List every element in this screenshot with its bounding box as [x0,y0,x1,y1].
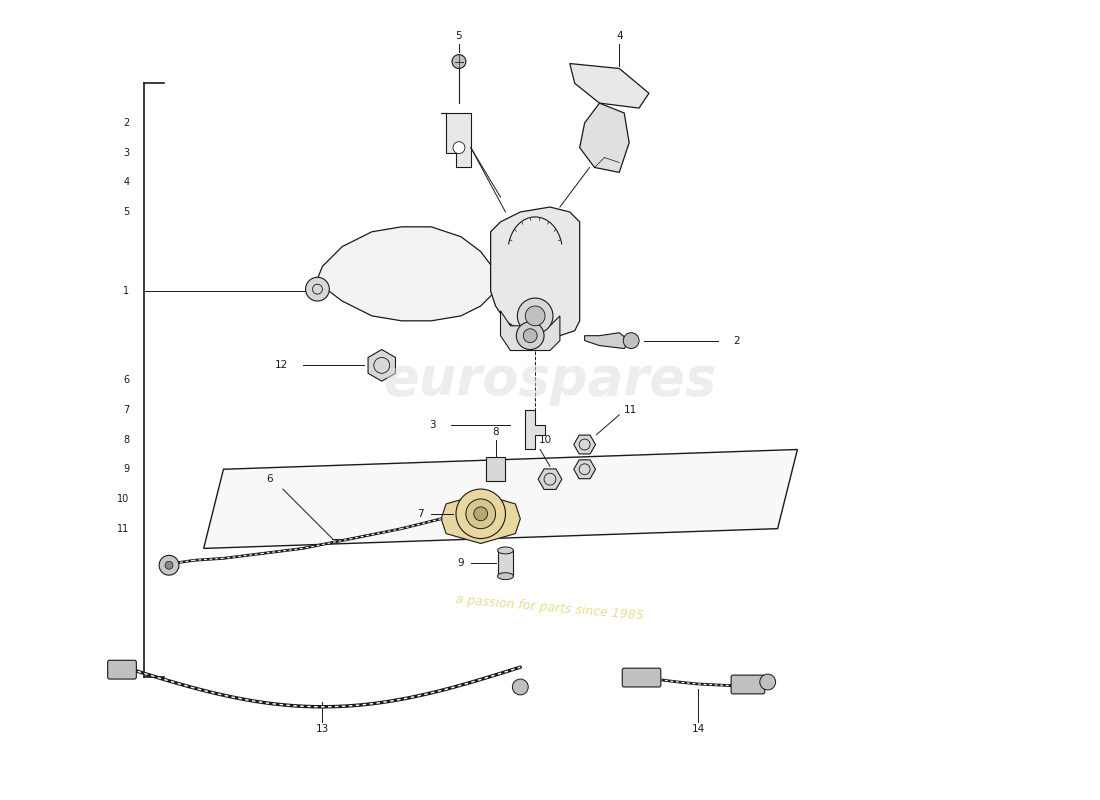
Text: 13: 13 [316,723,329,734]
Circle shape [526,306,546,326]
Text: 7: 7 [417,509,424,519]
Circle shape [760,674,775,690]
Circle shape [456,489,506,538]
Text: 2: 2 [123,118,130,128]
Text: 8: 8 [493,426,499,437]
Text: 9: 9 [123,464,130,474]
FancyBboxPatch shape [732,675,764,694]
FancyBboxPatch shape [108,660,136,679]
Text: 7: 7 [123,405,130,415]
Polygon shape [538,469,562,490]
Circle shape [524,329,537,342]
Polygon shape [570,63,649,108]
Text: 3: 3 [123,148,130,158]
Text: 14: 14 [692,723,705,734]
Circle shape [466,499,496,529]
Polygon shape [441,494,520,543]
FancyBboxPatch shape [623,668,661,687]
Text: 11: 11 [624,405,638,415]
Polygon shape [580,103,629,172]
Circle shape [452,54,466,69]
Polygon shape [441,113,471,167]
Text: 8: 8 [123,434,130,445]
Circle shape [306,278,329,301]
Text: 1: 1 [123,286,130,296]
Text: 9: 9 [458,558,464,568]
Bar [497,550,514,576]
Text: 12: 12 [275,360,288,370]
Circle shape [516,322,544,350]
Circle shape [624,333,639,349]
Ellipse shape [497,573,514,580]
Text: eurospares: eurospares [383,354,717,406]
Text: 6: 6 [266,474,273,484]
Text: 2: 2 [733,336,739,346]
Text: 10: 10 [118,494,130,504]
Polygon shape [312,227,496,321]
Text: 4: 4 [616,31,623,41]
Text: 10: 10 [539,434,551,445]
Circle shape [165,562,173,570]
Circle shape [513,679,528,695]
Polygon shape [526,410,546,450]
Polygon shape [584,333,629,349]
Ellipse shape [497,547,514,554]
Text: a passion for parts since 1985: a passion for parts since 1985 [455,593,645,622]
Circle shape [160,555,179,575]
Circle shape [453,142,465,154]
Polygon shape [574,460,595,478]
Text: 4: 4 [123,178,130,187]
Text: 5: 5 [123,207,130,217]
Polygon shape [491,207,580,336]
Circle shape [474,507,487,521]
Polygon shape [500,311,560,350]
Text: 11: 11 [118,524,130,534]
Polygon shape [204,450,798,549]
Text: 3: 3 [430,420,437,430]
Polygon shape [368,350,396,381]
Text: 6: 6 [123,375,130,386]
Bar [486,458,506,481]
Circle shape [517,298,553,334]
Text: 5: 5 [455,31,462,41]
Polygon shape [574,435,595,454]
